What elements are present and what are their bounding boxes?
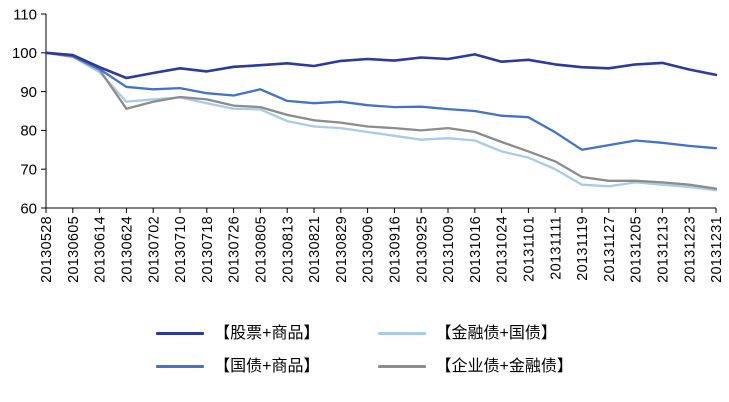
x-tick-label: 20130605 — [66, 216, 82, 283]
legend-line-swatch — [156, 332, 205, 336]
y-tick-label: 110 — [13, 6, 37, 23]
x-tick-label: 20131119 — [575, 216, 591, 281]
x-tick-label: 20131111 — [548, 216, 564, 280]
legend-label: 【国债+商品】 — [214, 358, 320, 376]
x-tick-label: 20130624 — [119, 216, 135, 283]
series-line-3 — [44, 51, 718, 190]
x-tick-label: 20130805 — [253, 216, 269, 283]
x-tick-label: 20130710 — [173, 216, 189, 283]
x-tick-label: 20130614 — [93, 216, 109, 283]
x-tick-label: 20130702 — [146, 216, 162, 283]
x-tick-label: 20130925 — [414, 216, 430, 283]
x-tick-label: 20131016 — [468, 216, 484, 283]
series-line-2 — [44, 51, 718, 192]
x-tick-label: 20130726 — [227, 216, 243, 283]
x-tick-label: 20131223 — [682, 216, 698, 283]
x-tick-label: 20131009 — [441, 216, 457, 283]
legend-line-swatch — [377, 365, 426, 369]
x-tick-label: 20130718 — [200, 216, 216, 283]
x-tick-label: 20131213 — [655, 216, 671, 283]
legend-label: 【股票+商品】 — [214, 325, 320, 342]
x-tick-label: 20131024 — [495, 216, 511, 283]
legend-item-2: 【金融债+国债】 — [377, 324, 557, 343]
y-tick-label: 90 — [20, 84, 37, 101]
legend-item-0: 【股票+商品】 — [156, 324, 320, 343]
series-line-1 — [44, 51, 718, 151]
legend-label: 【金融债+国债】 — [435, 325, 557, 342]
y-tick-label: 100 — [12, 45, 37, 62]
series-line-0 — [44, 51, 718, 80]
legend-item-1: 【国债+商品】 — [156, 357, 320, 376]
x-tick-label: 20130821 — [307, 216, 323, 283]
y-tick-label: 60 — [20, 200, 37, 217]
x-tick-label: 20130813 — [280, 216, 296, 283]
legend-line-swatch — [377, 332, 426, 336]
line-chart: 60 70 80 90 100 110 20130528 20130605 20130614 20… — [12, 6, 725, 283]
x-tick-label: 20130906 — [361, 216, 377, 283]
x-tick-label: 20130528 — [39, 216, 55, 283]
x-tick-label: 20131205 — [629, 216, 645, 283]
y-tick-label: 70 — [20, 161, 37, 178]
chart-legend: 【股票+商品】 【金融债+国债】【国债+商品】 【企业债+金融债】 — [0, 324, 729, 376]
legend-item-3: 【企业债+金融债】 — [377, 357, 573, 376]
y-tick-label: 80 — [20, 123, 37, 140]
legend-label: 【企业债+金融债】 — [435, 358, 573, 376]
x-tick-label: 20130916 — [387, 216, 403, 283]
legend-line-swatch — [156, 365, 205, 369]
x-tick-label: 20131231 — [709, 216, 725, 283]
x-tick-label: 20130829 — [334, 216, 350, 283]
x-tick-label: 20131127 — [602, 216, 618, 282]
x-tick-label: 20131101 — [521, 216, 537, 282]
